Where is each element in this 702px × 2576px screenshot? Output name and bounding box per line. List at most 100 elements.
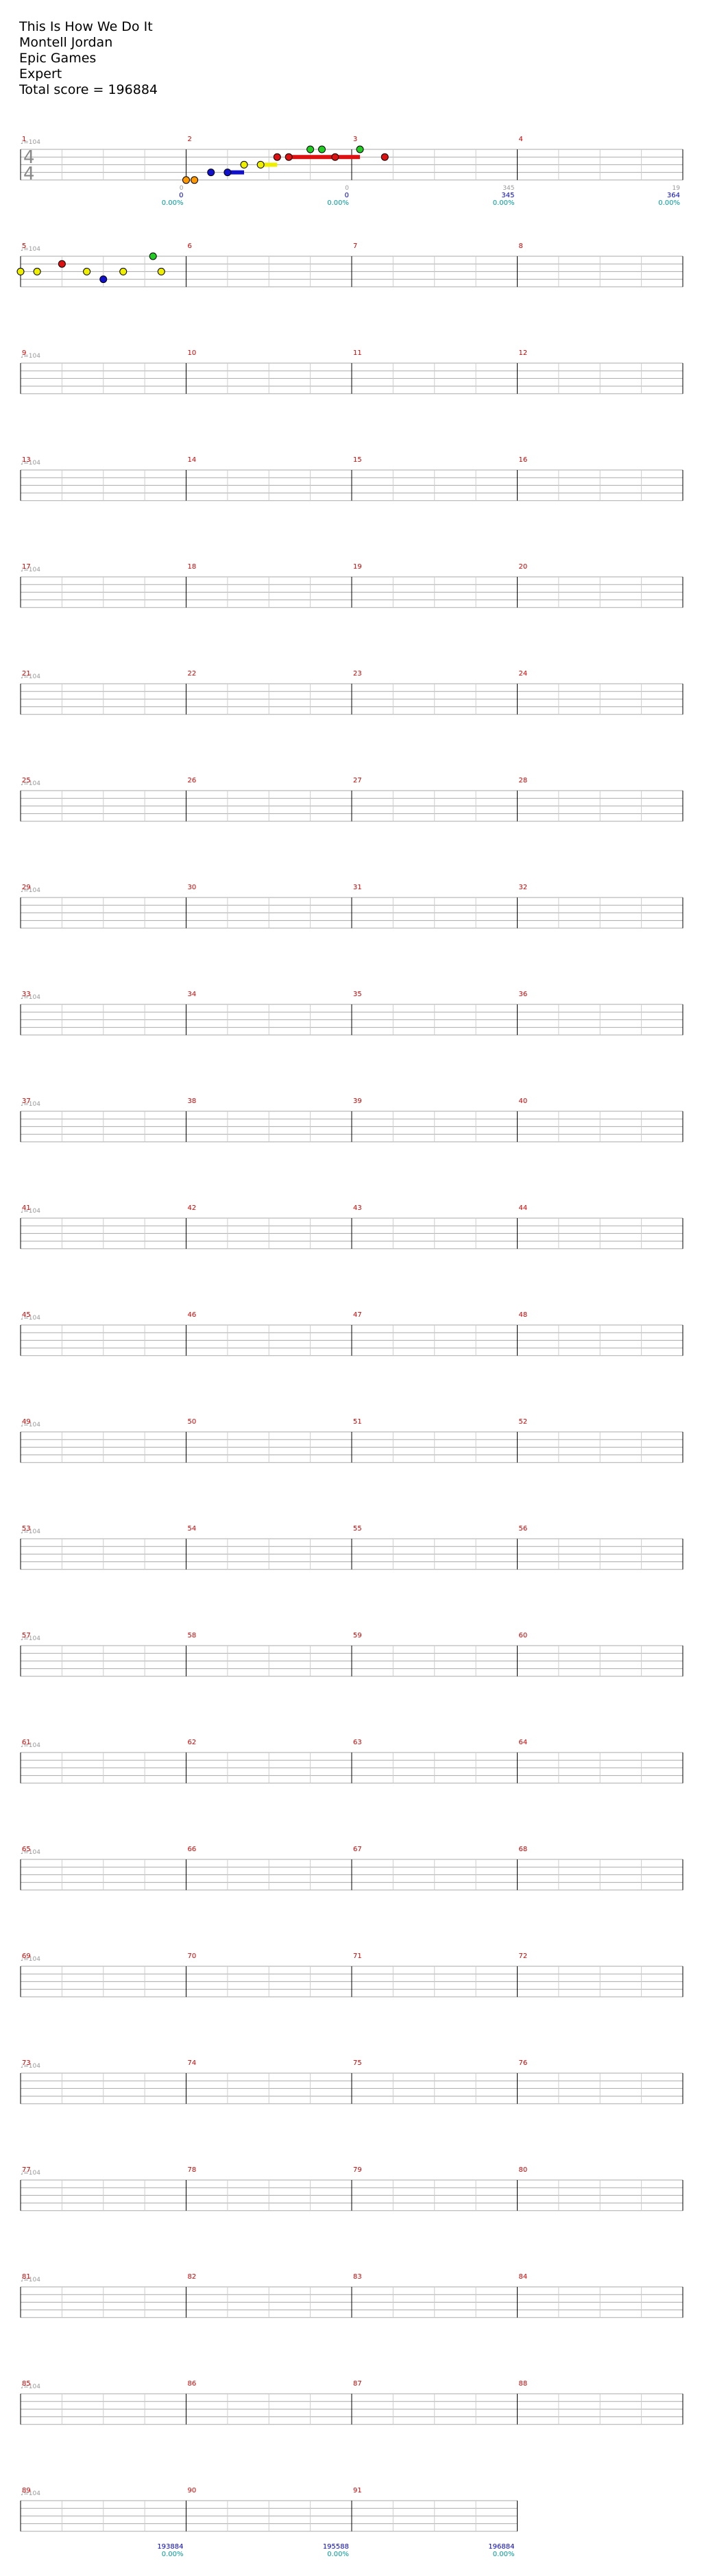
note-gem xyxy=(256,160,265,169)
note-gem xyxy=(306,145,315,153)
measure-number: 20 xyxy=(519,563,528,571)
overdrive-percent: 0.00% xyxy=(493,199,515,207)
measure-number: 25 xyxy=(22,777,31,784)
measure-number: 83 xyxy=(353,2273,362,2281)
final-score: 193884 xyxy=(157,2543,183,2551)
measure-number: 54 xyxy=(188,1525,197,1533)
note-gem xyxy=(356,145,364,153)
note-gem xyxy=(207,169,215,177)
measure-number: 38 xyxy=(188,1098,197,1105)
measure-number: 12 xyxy=(519,349,528,357)
tempo-label: ♩=104 xyxy=(21,1528,40,1535)
measure-number: 1 xyxy=(22,136,26,143)
measure-number: 48 xyxy=(519,1311,528,1319)
measure-gray-score: 19 xyxy=(673,185,681,192)
measure-number: 39 xyxy=(353,1098,362,1105)
measure-number: 61 xyxy=(22,1739,31,1746)
measure-number: 51 xyxy=(353,1418,362,1426)
measure-number: 81 xyxy=(22,2273,31,2281)
tempo-label: ♩=104 xyxy=(21,1208,40,1215)
tempo-label: ♩=104 xyxy=(21,1635,40,1642)
measure-number: 13 xyxy=(22,456,31,464)
measure-number: 84 xyxy=(519,2273,528,2281)
tempo-label: ♩=104 xyxy=(21,2170,40,2177)
measure-number: 29 xyxy=(22,884,31,891)
tempo-label: ♩=104 xyxy=(21,567,40,573)
measure-number: 65 xyxy=(22,1846,31,1853)
measure-gray-score: 0 xyxy=(345,185,349,192)
measure-number: 41 xyxy=(22,1204,31,1212)
measure-number: 18 xyxy=(188,563,197,571)
tempo-label: ♩=104 xyxy=(21,1422,40,1428)
final-score: 195588 xyxy=(323,2543,349,2551)
measure-number: 8 xyxy=(519,243,523,250)
note-gem xyxy=(157,267,165,275)
cumulative-score: 364 xyxy=(667,192,680,199)
measure-number: 5 xyxy=(22,243,26,250)
measure-number: 7 xyxy=(353,243,357,250)
measure-number: 37 xyxy=(22,1098,31,1105)
tempo-label: ♩=104 xyxy=(21,1101,40,1108)
measure-number: 32 xyxy=(519,884,528,891)
measure-number: 27 xyxy=(353,777,362,784)
measure-number: 53 xyxy=(22,1525,31,1533)
measure-number: 74 xyxy=(188,2059,197,2067)
measure-number: 64 xyxy=(519,1739,528,1746)
tempo-label: ♩=104 xyxy=(21,246,40,253)
measure-number: 78 xyxy=(188,2166,197,2174)
measure-number: 26 xyxy=(188,777,197,784)
measure-number: 55 xyxy=(353,1525,362,1533)
note-gem xyxy=(58,260,66,268)
song-title: This Is How We Do It xyxy=(19,19,153,34)
measure-number: 45 xyxy=(22,1311,31,1319)
measure-number: 11 xyxy=(353,349,362,357)
tempo-label: ♩=104 xyxy=(21,1315,40,1322)
final-percent: 0.00% xyxy=(493,2551,515,2558)
overdrive-percent: 0.00% xyxy=(327,199,349,207)
measure-number: 90 xyxy=(188,2487,197,2494)
cumulative-score: 345 xyxy=(501,192,514,199)
measure-number: 73 xyxy=(22,2059,31,2067)
measure-number: 35 xyxy=(353,991,362,998)
measure-number: 28 xyxy=(519,777,528,784)
measure-number: 47 xyxy=(353,1311,362,1319)
measure-number: 24 xyxy=(519,670,528,678)
measure-number: 71 xyxy=(353,1953,362,1960)
measure-number: 79 xyxy=(353,2166,362,2174)
measure-number: 15 xyxy=(353,456,362,464)
tempo-label: ♩=104 xyxy=(21,780,40,787)
measure-number: 9 xyxy=(22,349,26,357)
measure-number: 21 xyxy=(22,670,31,678)
tempo-label: ♩=104 xyxy=(21,1849,40,1856)
measure-number: 14 xyxy=(188,456,197,464)
measure-number: 4 xyxy=(519,136,523,143)
measure-number: 6 xyxy=(188,243,192,250)
measure-number: 43 xyxy=(353,1204,362,1212)
measure-number: 49 xyxy=(22,1418,31,1426)
tempo-label: ♩=104 xyxy=(21,2277,40,2283)
measure-number: 82 xyxy=(188,2273,197,2281)
note-gem xyxy=(285,153,293,161)
note-gem xyxy=(119,267,128,275)
tempo-label: ♩=104 xyxy=(21,2383,40,2390)
note-gem xyxy=(223,169,232,177)
note-gem xyxy=(240,160,248,169)
measure-number: 77 xyxy=(22,2166,31,2174)
measure-number: 60 xyxy=(519,1632,528,1639)
measure-number: 19 xyxy=(353,563,362,571)
tempo-label: ♩=104 xyxy=(21,1956,40,1963)
measure-number: 36 xyxy=(519,991,528,998)
tempo-label: ♩=104 xyxy=(21,353,40,360)
final-percent: 0.00% xyxy=(327,2551,349,2558)
measure-number: 58 xyxy=(188,1632,197,1639)
measure-number: 88 xyxy=(519,2380,528,2388)
measure-number: 89 xyxy=(22,2487,31,2494)
measure-number: 57 xyxy=(22,1632,31,1639)
tempo-label: ♩=104 xyxy=(21,1742,40,1749)
measure-number: 33 xyxy=(22,991,31,998)
tempo-label: ♩=104 xyxy=(21,673,40,680)
measure-number: 85 xyxy=(22,2380,31,2388)
cumulative-score: 0 xyxy=(345,192,349,199)
note-gem xyxy=(83,267,91,275)
measure-number: 22 xyxy=(188,670,197,678)
